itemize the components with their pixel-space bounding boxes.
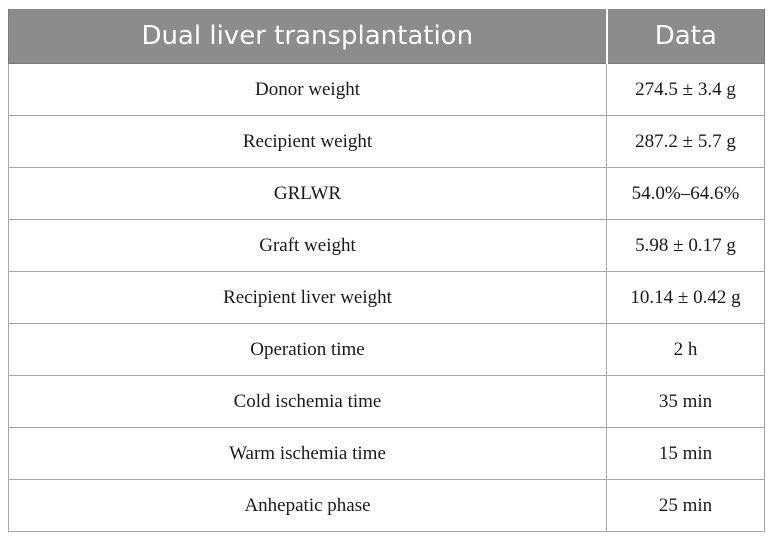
row-label: Cold ischemia time [8,375,607,428]
row-label: Graft weight [8,219,607,272]
header-data: Data [605,9,765,64]
table-row: Anhepatic phase 25 min [8,479,765,532]
table-row: Warm ischemia time 15 min [8,427,765,480]
row-label: Recipient liver weight [8,271,607,324]
header-row: Dual liver transplantation Data [8,9,765,64]
row-value: 15 min [606,427,765,480]
data-table: Dual liver transplantation Data Donor we… [8,9,765,532]
data-table-container: Dual liver transplantation Data Donor we… [8,9,765,532]
table-row: Cold ischemia time 35 min [8,375,765,428]
table-row: Recipient liver weight 10.14 ± 0.42 g [8,271,765,324]
row-value: 5.98 ± 0.17 g [606,219,765,272]
row-label: Recipient weight [8,115,607,168]
row-label: GRLWR [8,167,607,220]
table-header: Dual liver transplantation Data [8,9,765,64]
row-label: Warm ischemia time [8,427,607,480]
row-value: 54.0%–64.6% [606,167,765,220]
row-value: 2 h [606,323,765,376]
row-value: 274.5 ± 3.4 g [606,63,765,116]
row-value: 287.2 ± 5.7 g [606,115,765,168]
table-row: Donor weight 274.5 ± 3.4 g [8,63,765,116]
row-label: Operation time [8,323,607,376]
table-body: Donor weight 274.5 ± 3.4 g Recipient wei… [8,63,765,532]
table-row: Recipient weight 287.2 ± 5.7 g [8,115,765,168]
row-label: Donor weight [8,63,607,116]
row-label: Anhepatic phase [8,479,607,532]
row-value: 10.14 ± 0.42 g [606,271,765,324]
table-row: GRLWR 54.0%–64.6% [8,167,765,220]
table-row: Operation time 2 h [8,323,765,376]
row-value: 35 min [606,375,765,428]
row-value: 25 min [606,479,765,532]
table-row: Graft weight 5.98 ± 0.17 g [8,219,765,272]
header-dual-liver-transplantation: Dual liver transplantation [8,9,607,64]
